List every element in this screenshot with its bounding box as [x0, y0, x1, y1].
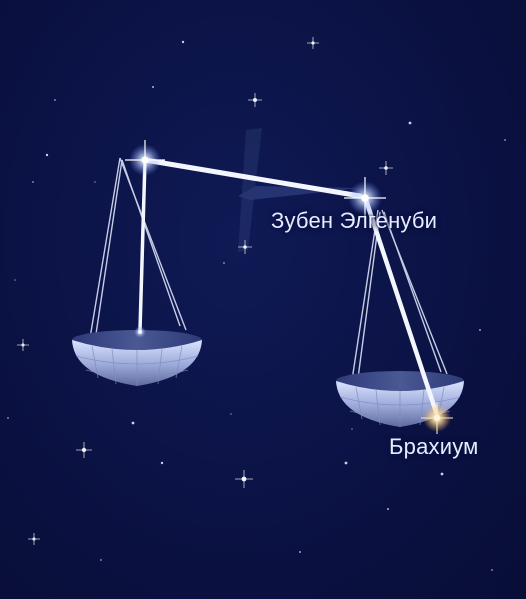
constellation-lines [138, 157, 439, 415]
left-pan-strings [89, 157, 187, 339]
star-zuben-elgenubi [344, 177, 386, 219]
background-stars [7, 40, 506, 571]
star-brachium [421, 402, 453, 434]
star-sparkles [17, 37, 393, 545]
label-brachium: Брахиум [389, 434, 479, 459]
label-zuben-elgenubi: Зубен Элгенуби [271, 208, 438, 233]
star-top-left [125, 140, 165, 180]
pointer-shadow [238, 128, 262, 252]
star-left-pan-bottom [134, 326, 146, 338]
right-pan-strings [351, 209, 448, 381]
left-scale-pan [72, 330, 202, 386]
main-stars [125, 140, 453, 434]
